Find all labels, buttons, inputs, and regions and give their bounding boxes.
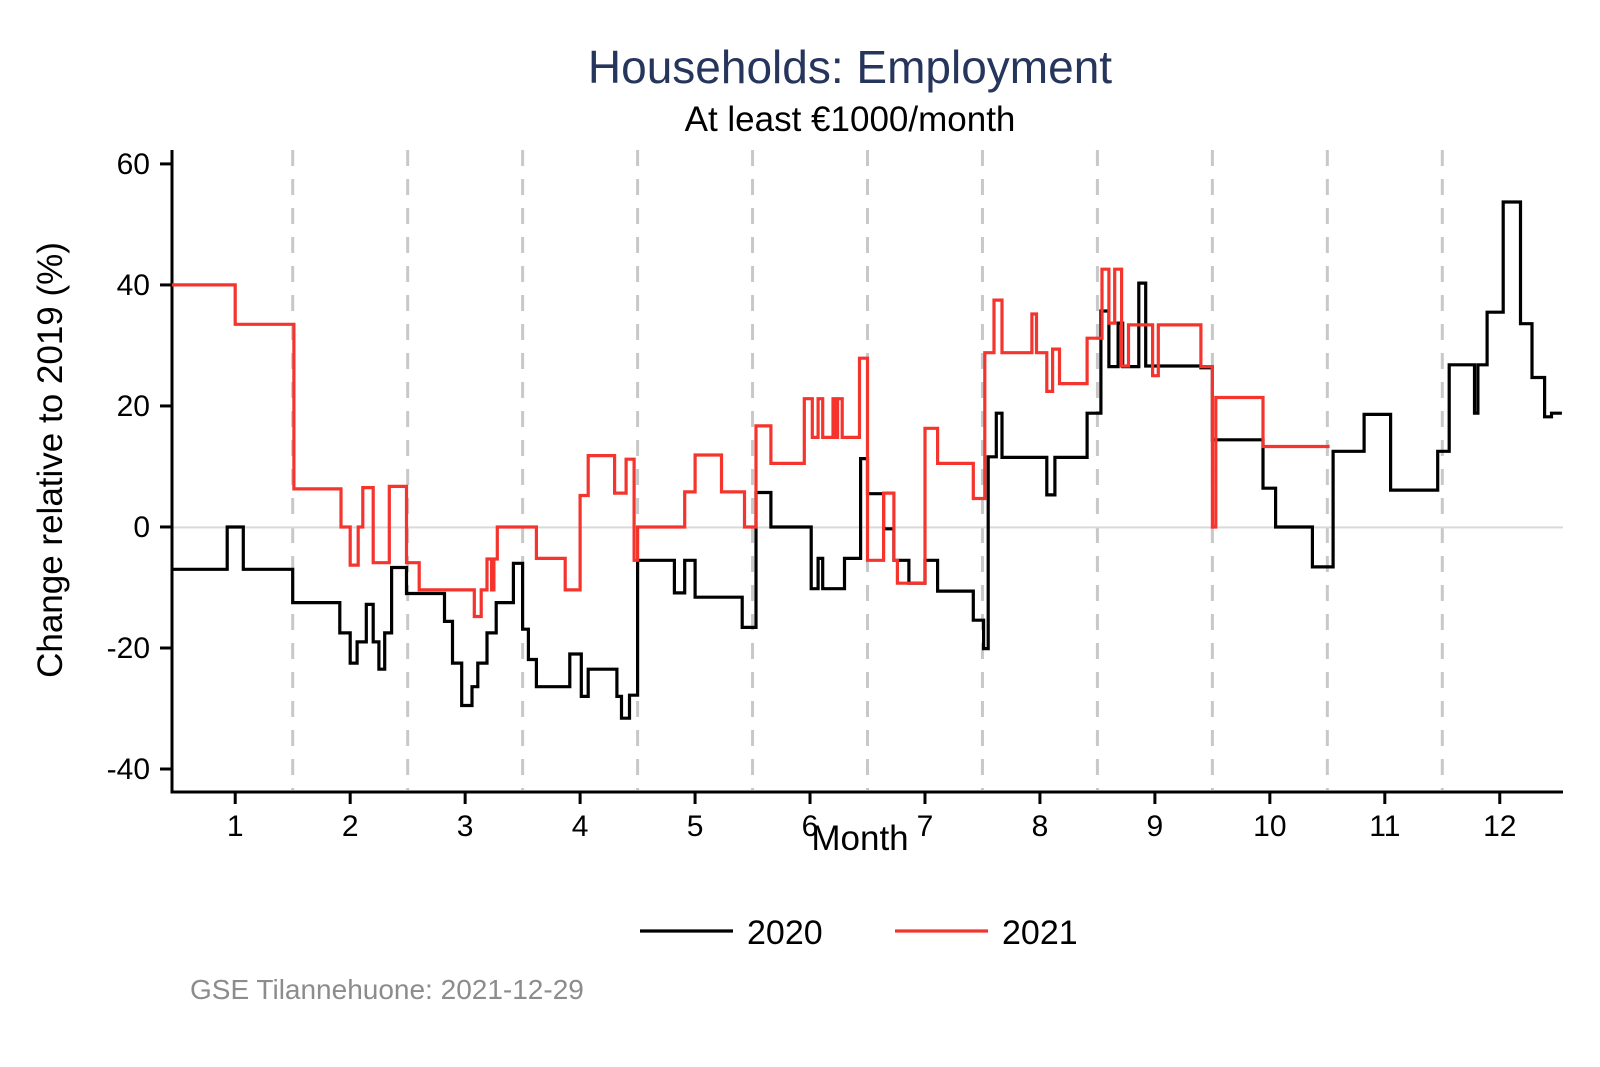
x-tick-label: 3 bbox=[457, 810, 474, 843]
legend: 2020 2021 bbox=[640, 914, 1078, 952]
series-2020 bbox=[172, 200, 1562, 720]
series-layer bbox=[172, 200, 1562, 720]
chart-title: Households: Employment bbox=[588, 41, 1112, 93]
x-tick-label: 1 bbox=[227, 810, 244, 843]
x-tick-label: 6 bbox=[802, 810, 819, 843]
y-tick-label: 20 bbox=[117, 390, 150, 423]
x-tick-label: 2 bbox=[342, 810, 359, 843]
x-tick-label: 7 bbox=[917, 810, 934, 843]
x-tick-label: 8 bbox=[1032, 810, 1049, 843]
y-tick-label: -20 bbox=[107, 632, 150, 665]
series-2021 bbox=[172, 267, 1330, 619]
x-tick-label: 9 bbox=[1147, 810, 1164, 843]
x-tick-label: 11 bbox=[1369, 810, 1400, 843]
y-tick-label: -40 bbox=[107, 753, 150, 786]
legend-label-2020: 2020 bbox=[747, 914, 823, 952]
y-tick-label: 0 bbox=[133, 511, 150, 544]
source-note: GSE Tilannehuone: 2021-12-29 bbox=[190, 974, 584, 1005]
x-tick-label: 10 bbox=[1253, 810, 1286, 843]
x-axis-title: Month bbox=[811, 819, 908, 858]
y-tick-label: 40 bbox=[117, 269, 150, 302]
chart-subtitle: At least €1000/month bbox=[685, 100, 1016, 139]
x-tick-label: 4 bbox=[572, 810, 589, 843]
x-tick-label: 5 bbox=[687, 810, 704, 843]
legend-label-2021: 2021 bbox=[1002, 914, 1078, 952]
y-tick-label: 60 bbox=[117, 148, 150, 181]
y-axis-title: Change relative to 2019 (%) bbox=[31, 242, 70, 678]
x-tick-label: 12 bbox=[1483, 810, 1516, 843]
